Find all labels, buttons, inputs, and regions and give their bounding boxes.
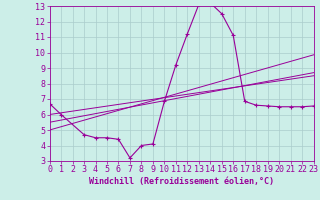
X-axis label: Windchill (Refroidissement éolien,°C): Windchill (Refroidissement éolien,°C) — [89, 177, 274, 186]
